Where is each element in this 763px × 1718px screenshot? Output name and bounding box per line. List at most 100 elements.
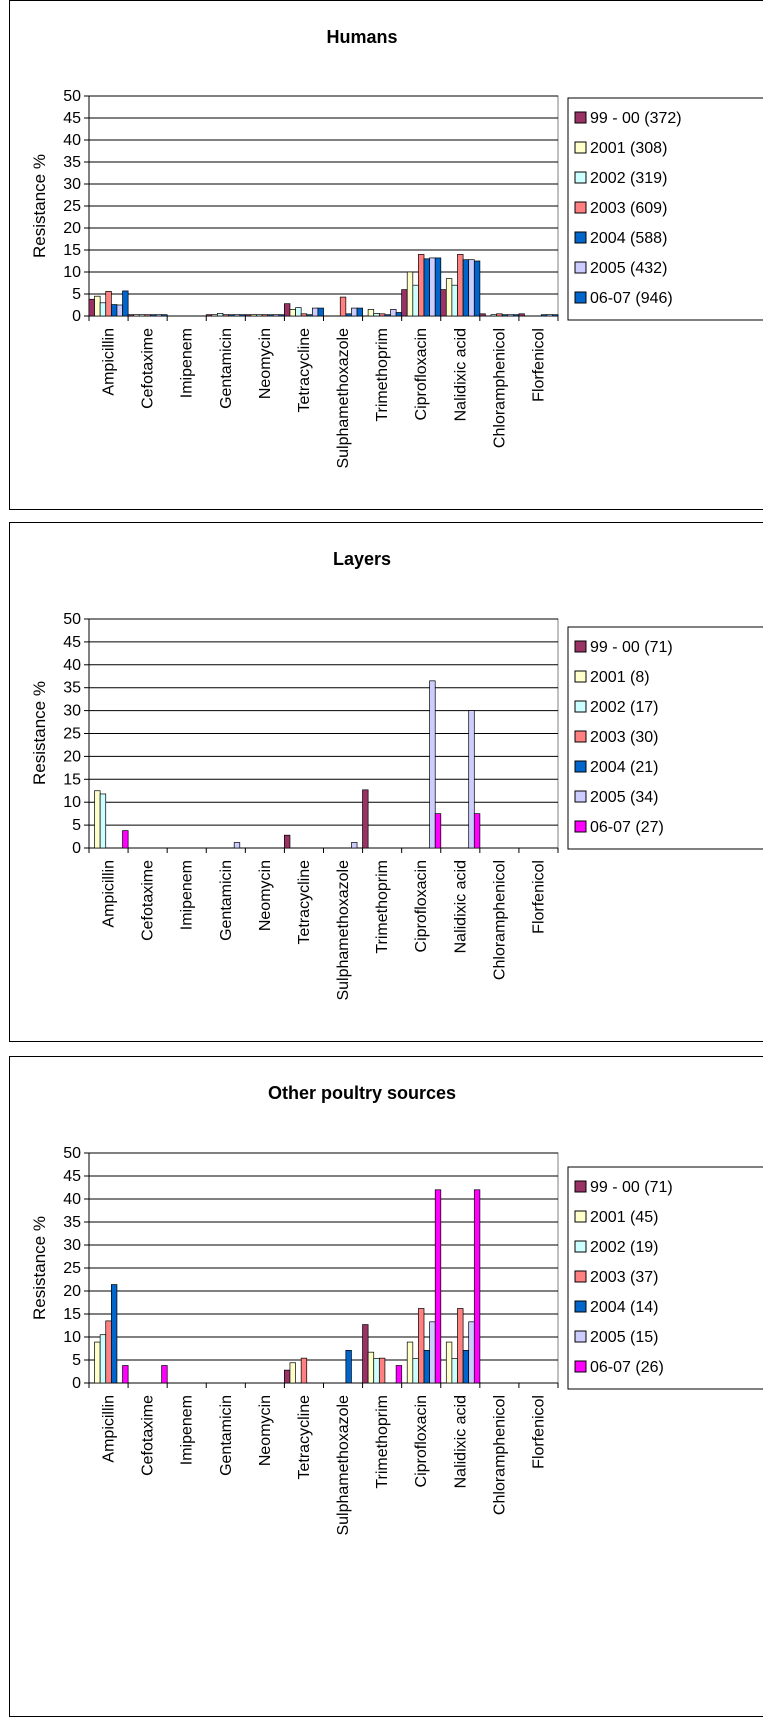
- y-tick-label: 15: [63, 771, 81, 788]
- chart-panel-layers: Layers 0 5 10 15 20 25 30 35 40 45 50 Resistance % Am…: [9, 522, 763, 1042]
- bar-other-poultry-sources-ciprofloxacin-2002-19: [412, 1358, 419, 1384]
- y-tick-label: 15: [63, 1306, 81, 1323]
- bar-humans-nalidixic-acid-2002-319: [451, 284, 458, 317]
- bar-other-poultry-sources-trimethoprim-2002-19: [373, 1358, 380, 1384]
- bar-other-poultry-sources-ciprofloxacin-2001-45: [406, 1341, 414, 1384]
- bar-humans-neomycin-2002-319: [256, 314, 263, 317]
- y-tick-label: 40: [63, 1191, 81, 1208]
- bar-humans-cefotaxime-2003-609: [144, 314, 151, 317]
- bar-humans-chloramphenicol-06-07-946: [513, 314, 520, 317]
- bar-other-poultry-sources-trimethoprim-99-00-71: [362, 1324, 369, 1384]
- y-tick-label: 25: [63, 1260, 81, 1277]
- bar-humans-nalidixic-acid-2001-308: [445, 278, 453, 317]
- bar-layers-sulphamethoxazole-2005-34: [351, 842, 358, 849]
- bar-other-poultry-sources-nalidixic-acid-2002-19: [451, 1358, 458, 1384]
- bar-humans-ciprofloxacin-2003-609: [418, 254, 425, 317]
- bar-layers-gentamicin-2005-34: [233, 842, 241, 849]
- bar-humans-gentamicin-2001-308: [211, 314, 218, 317]
- legend-swatch-2001-45: [574, 1210, 587, 1223]
- x-category-label-tetracycline: Tetracycline: [296, 328, 313, 413]
- x-category-label-chloramphenicol: Chloramphenicol: [491, 328, 508, 448]
- bar-layers-trimethoprim-99-00-71: [362, 789, 369, 849]
- legend-box: [567, 1166, 763, 1390]
- legend-label-2004-588: 2004 (588): [590, 230, 667, 247]
- y-tick-label: 20: [63, 220, 81, 237]
- y-tick-label: 35: [63, 1214, 81, 1231]
- chart-title: Layers: [333, 549, 391, 569]
- bar-humans-tetracycline-06-07-946: [317, 307, 324, 317]
- x-category-label-chloramphenicol: Chloramphenicol: [491, 1395, 508, 1515]
- y-tick-label: 0: [72, 308, 81, 325]
- bar-other-poultry-sources-ciprofloxacin-2003-37: [418, 1308, 425, 1384]
- bar-humans-nalidixic-acid-2003-609: [457, 254, 464, 317]
- x-category-label-nalidixic-acid: Nalidixic acid: [452, 860, 469, 953]
- y-tick-label: 45: [63, 634, 81, 651]
- bar-layers-ciprofloxacin-2005-34: [429, 680, 436, 849]
- bar-humans-trimethoprim-2004-588: [384, 314, 391, 317]
- bar-other-poultry-sources-tetracycline-99-00-71: [284, 1369, 291, 1384]
- legend-label-2002-19: 2002 (19): [590, 1239, 659, 1256]
- x-category-label-gentamicin: Gentamicin: [218, 328, 235, 409]
- bar-humans-cefotaxime-06-07-946: [161, 314, 168, 317]
- y-tick-label: 45: [63, 1168, 81, 1185]
- bar-humans-chloramphenicol-2002-319: [490, 314, 497, 317]
- bar-other-poultry-sources-sulphamethoxazole-2004-14: [345, 1349, 352, 1384]
- bar-humans-ciprofloxacin-2001-308: [406, 271, 414, 317]
- bar-other-poultry-sources-tetracycline-2003-37: [300, 1357, 308, 1384]
- y-tick-label: 0: [72, 840, 81, 857]
- bar-humans-nalidixic-acid-2004-588: [462, 259, 470, 317]
- bar-humans-tetracycline-99-00-372: [284, 303, 291, 317]
- bar-humans-tetracycline-2005-432: [312, 307, 319, 317]
- bar-humans-tetracycline-2003-609: [300, 313, 308, 317]
- y-tick-label: 30: [63, 176, 81, 193]
- y-tick-label: 50: [63, 1145, 81, 1162]
- bar-layers-ampicillin-2001-8: [94, 790, 101, 849]
- legend-label-2001-8: 2001 (8): [590, 669, 650, 686]
- bar-layers-nalidixic-acid-06-07-27: [473, 813, 481, 849]
- legend-swatch-2004-21: [574, 760, 587, 773]
- bar-humans-trimethoprim-2005-432: [390, 309, 397, 317]
- chart-svg-other-poultry: Other poultry sources 0 5 10 15 20 25 30 35 40 45 5…: [30, 1083, 763, 1536]
- x-category-label-gentamicin: Gentamicin: [218, 860, 235, 941]
- bar-humans-trimethoprim-2002-319: [373, 313, 380, 317]
- x-category-label-florfenicol: Florfenicol: [530, 1395, 547, 1469]
- legend-swatch-2003-609: [574, 201, 587, 214]
- chart-title: Other poultry sources: [268, 1083, 456, 1103]
- bar-humans-neomycin-2004-588: [267, 314, 274, 317]
- x-category-label-neomycin: Neomycin: [257, 860, 274, 931]
- bar-humans-neomycin-2005-432: [272, 314, 280, 317]
- x-category-label-ampicillin: Ampicillin: [101, 328, 118, 396]
- bar-humans-sulphamethoxazole-2004-588: [345, 313, 352, 317]
- x-category-label-tetracycline: Tetracycline: [296, 1395, 313, 1480]
- legend-label-2002-17: 2002 (17): [590, 699, 659, 716]
- bar-humans-cefotaxime-2001-308: [133, 314, 140, 317]
- bar-humans-sulphamethoxazole-2003-609: [339, 296, 347, 317]
- y-tick-label: 15: [63, 242, 81, 259]
- x-category-label-gentamicin: Gentamicin: [218, 1395, 235, 1476]
- legend-swatch-2001-308: [574, 141, 587, 154]
- bar-humans-tetracycline-2001-308: [289, 309, 296, 317]
- bar-humans-gentamicin-06-07-946: [239, 314, 246, 317]
- legend-swatch-2002-17: [574, 700, 587, 713]
- bar-humans-ciprofloxacin-2005-432: [429, 257, 436, 317]
- y-tick-label: 25: [63, 198, 81, 215]
- x-category-label-tetracycline: Tetracycline: [296, 860, 313, 945]
- legend-label-2003-30: 2003 (30): [590, 729, 659, 746]
- bar-humans-ciprofloxacin-99-00-372: [401, 289, 408, 317]
- bar-other-poultry-sources-nalidixic-acid-2003-37: [457, 1308, 464, 1384]
- bar-other-poultry-sources-nalidixic-acid-2005-15: [468, 1321, 475, 1384]
- y-tick-label: 25: [63, 726, 81, 743]
- y-tick-label: 5: [72, 817, 81, 834]
- x-category-label-ampicillin: Ampicillin: [101, 860, 118, 928]
- legend-label-06-07-26: 06-07 (26): [590, 1359, 664, 1376]
- legend-swatch-2003-30: [574, 730, 587, 743]
- x-category-label-imipenem: Imipenem: [179, 328, 196, 398]
- x-category-label-imipenem: Imipenem: [179, 860, 196, 930]
- legend-swatch-99-00-71: [574, 640, 587, 653]
- legend-swatch-06-07-946: [574, 291, 587, 304]
- x-category-label-cefotaxime: Cefotaxime: [140, 860, 157, 941]
- bar-humans-ampicillin-2003-609: [105, 291, 112, 317]
- bar-layers-nalidixic-acid-2005-34: [468, 710, 475, 849]
- bar-humans-neomycin-2003-609: [261, 314, 269, 317]
- bar-other-poultry-sources-ampicillin-2003-37: [105, 1320, 112, 1384]
